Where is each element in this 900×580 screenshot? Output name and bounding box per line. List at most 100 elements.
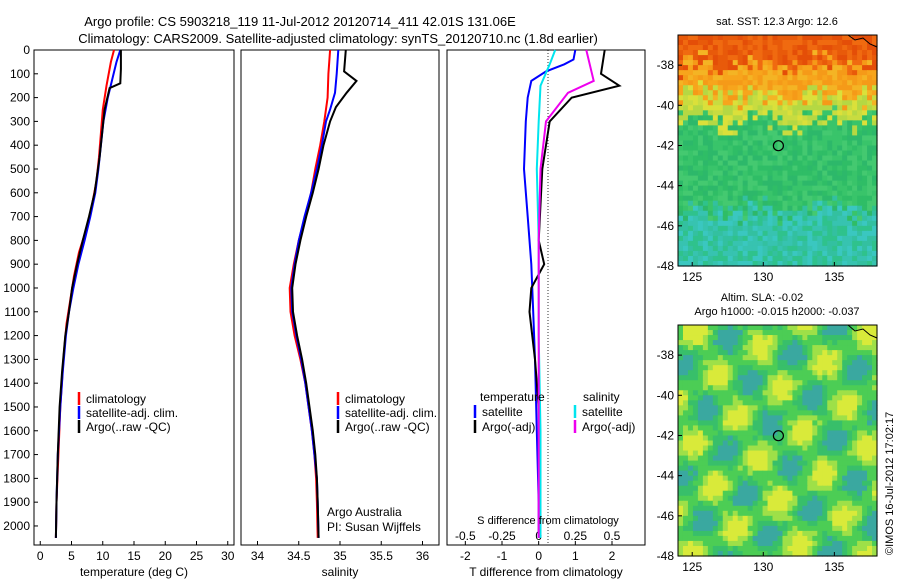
- sst_map-cell: [812, 135, 818, 142]
- sst_map-cell: [812, 150, 818, 157]
- sla_map-cell: [817, 435, 823, 442]
- sst_map-cell: [782, 120, 789, 126]
- sla_map-cell: [782, 370, 789, 376]
- sla_map-cell: [692, 500, 699, 507]
- sst_map-cell: [697, 45, 704, 51]
- sst_map-cell: [712, 120, 719, 126]
- sst_map-cell: [812, 50, 818, 56]
- sst_map-cell: [712, 260, 719, 267]
- sst_map-cell: [827, 90, 833, 96]
- sla_map-cell: [862, 410, 868, 416]
- temperature-series-2-line: [54, 50, 122, 538]
- sst_map-cell: [767, 35, 774, 41]
- sst_map-cell: [777, 255, 784, 262]
- sst_map-cell: [682, 205, 689, 212]
- sst_map-cell: [767, 260, 774, 267]
- sla_map-cell: [817, 525, 823, 532]
- sst_map-cell: [857, 85, 863, 91]
- sla_map-cell: [717, 490, 724, 497]
- sst_map-cell: [817, 130, 823, 137]
- sla_map-cell: [852, 395, 858, 401]
- sla_map-cell: [682, 325, 689, 331]
- sla_map-cell: [832, 340, 838, 346]
- sst_map-cell: [792, 35, 798, 41]
- sla_map-cell: [822, 490, 828, 497]
- sla_map-cell: [682, 330, 689, 336]
- sla_map-cell: [817, 350, 823, 356]
- sst_map-cell: [832, 50, 838, 56]
- sst_map-cell: [757, 60, 764, 66]
- sla_map-cell: [727, 375, 734, 381]
- sst_map-cell: [777, 165, 784, 172]
- sst_map-cell: [842, 200, 848, 207]
- sla_map-cell: [772, 510, 779, 517]
- sst_map-cell: [867, 220, 873, 227]
- sst_map-cell: [717, 95, 724, 101]
- sst_map-cell: [847, 195, 853, 202]
- sst_map-cell: [682, 110, 689, 116]
- sst_map-cell: [787, 215, 794, 222]
- sst_map-cell: [777, 95, 784, 101]
- sst_map-cell: [852, 100, 858, 106]
- sla_map-cell: [678, 510, 684, 517]
- sst_map-cell: [682, 155, 689, 162]
- sst_map-cell: [752, 200, 759, 207]
- diff-legend-header-salinity: salinity: [583, 390, 620, 404]
- sst_map-cell: [797, 240, 803, 247]
- sla_map-cell: [837, 530, 843, 537]
- sst_map-cell: [767, 95, 774, 101]
- sst_map-cell: [707, 105, 714, 111]
- sst_map-cell: [862, 125, 868, 132]
- sla_map-cell: [787, 375, 794, 381]
- sla_map-cell: [722, 500, 729, 507]
- sla_map-cell: [842, 550, 848, 557]
- sla_map-cell: [812, 490, 818, 497]
- sst_map-cell: [732, 120, 739, 126]
- sst_map-cell: [812, 60, 818, 66]
- sst_map-cell: [842, 170, 848, 177]
- sst_map-cell: [692, 225, 699, 232]
- sst_map-cell: [772, 40, 779, 46]
- sla_map-cell: [687, 330, 694, 336]
- sst_map-cell: [702, 185, 709, 192]
- sla_map-cell: [852, 535, 858, 542]
- sla_map-cell: [702, 485, 709, 492]
- sla_map-cell: [837, 370, 843, 376]
- sla_map-cell: [817, 410, 823, 416]
- sla_map-cell: [707, 455, 714, 462]
- sla_map-cell: [867, 540, 873, 547]
- sst_map-cell: [752, 90, 759, 96]
- sla_map-cell: [827, 465, 833, 472]
- sst_map-cell: [702, 125, 709, 132]
- sst_map-cell: [692, 240, 699, 247]
- sst_map-cell: [678, 90, 684, 96]
- sst_map-cell: [847, 255, 853, 262]
- sla_map-cell: [872, 430, 878, 437]
- sla_map-cell: [712, 405, 719, 411]
- sst_map-cell: [737, 50, 744, 56]
- sla_map-cell: [712, 475, 719, 482]
- sla_map-cell: [742, 430, 749, 437]
- sst_map-cell: [742, 90, 749, 96]
- sla_map-cell: [842, 360, 848, 366]
- sla_map-cell: [692, 340, 699, 346]
- sla_map-cell: [702, 450, 709, 457]
- sla_map-cell: [742, 460, 749, 467]
- sla_map-cell: [757, 515, 764, 522]
- sla_map-cell: [712, 485, 719, 492]
- sla_map-cell: [722, 360, 729, 366]
- sst_map-cell: [737, 95, 744, 101]
- sla_map-cell: [862, 495, 868, 502]
- sst_map-cell: [792, 40, 798, 46]
- sst_map-cell: [707, 220, 714, 227]
- sst_map-cell: [702, 45, 709, 51]
- sst_map-cell: [712, 200, 719, 207]
- sst_map-cell: [707, 35, 714, 41]
- sla_map-cell: [792, 440, 798, 447]
- sst_map-cell: [782, 60, 789, 66]
- sst_map-cell: [822, 135, 828, 142]
- sst_map-cell: [687, 165, 694, 172]
- sst_map-cell: [837, 155, 843, 162]
- sst_map-cell: [837, 115, 843, 121]
- sla_map-cell: [852, 550, 858, 557]
